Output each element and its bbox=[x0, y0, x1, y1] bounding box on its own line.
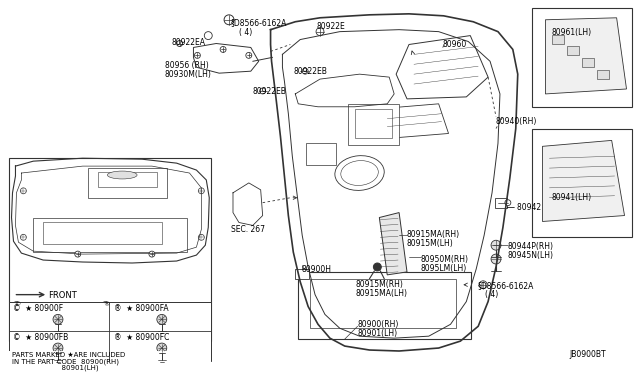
Circle shape bbox=[53, 343, 63, 353]
Text: SEC. 267: SEC. 267 bbox=[231, 225, 265, 234]
Text: 8095LM(LH): 8095LM(LH) bbox=[421, 264, 467, 273]
Bar bbox=[355, 109, 392, 138]
Circle shape bbox=[198, 234, 204, 240]
Bar bbox=[532, 129, 632, 237]
Bar bbox=[8, 351, 211, 368]
Bar bbox=[597, 70, 609, 79]
Text: 80901(LH): 80901(LH) bbox=[358, 329, 397, 338]
Text: FRONT: FRONT bbox=[48, 291, 77, 300]
Text: ― 80942: ― 80942 bbox=[507, 203, 541, 212]
Bar bbox=[495, 198, 507, 208]
Circle shape bbox=[53, 314, 63, 324]
Bar bbox=[33, 218, 186, 252]
Bar bbox=[97, 172, 157, 187]
Text: 80922E: 80922E bbox=[316, 22, 345, 31]
Text: 80941(LH): 80941(LH) bbox=[552, 193, 591, 202]
Text: ©: © bbox=[15, 302, 20, 308]
Bar bbox=[348, 104, 399, 145]
Text: 80915M(RH): 80915M(RH) bbox=[356, 280, 403, 289]
Text: 80945N(LH): 80945N(LH) bbox=[508, 251, 554, 260]
Circle shape bbox=[149, 251, 155, 257]
Bar bbox=[43, 222, 162, 244]
Bar bbox=[582, 58, 594, 67]
Polygon shape bbox=[380, 212, 407, 275]
Circle shape bbox=[177, 41, 182, 46]
Bar bbox=[310, 279, 456, 328]
Text: 80940(RH): 80940(RH) bbox=[496, 117, 538, 126]
Circle shape bbox=[316, 28, 324, 36]
Circle shape bbox=[204, 32, 212, 39]
Text: 80900H: 80900H bbox=[301, 265, 332, 274]
Text: 80922EB: 80922EB bbox=[293, 67, 327, 76]
Circle shape bbox=[373, 263, 381, 271]
Text: 80930M(LH): 80930M(LH) bbox=[164, 70, 212, 79]
Circle shape bbox=[302, 68, 308, 74]
Text: 80956 (RH): 80956 (RH) bbox=[164, 61, 209, 70]
Polygon shape bbox=[543, 140, 625, 221]
Circle shape bbox=[246, 52, 252, 58]
Text: ©  ★ 80900FB: © ★ 80900FB bbox=[13, 333, 68, 342]
Circle shape bbox=[224, 15, 234, 25]
Bar bbox=[8, 158, 211, 341]
Text: 80922EB: 80922EB bbox=[253, 87, 287, 96]
Polygon shape bbox=[396, 36, 488, 99]
Circle shape bbox=[102, 302, 109, 310]
Text: 80900(RH): 80900(RH) bbox=[358, 320, 399, 329]
Text: 80901(LH): 80901(LH) bbox=[12, 365, 98, 371]
Text: 80915MA(RH): 80915MA(RH) bbox=[406, 230, 459, 239]
Text: ®  ★ 80900FA: ® ★ 80900FA bbox=[115, 304, 169, 312]
Text: §D8566-6162A: §D8566-6162A bbox=[477, 281, 534, 290]
Text: ( 4): ( 4) bbox=[485, 290, 499, 299]
Ellipse shape bbox=[335, 155, 384, 190]
Polygon shape bbox=[193, 44, 259, 73]
Ellipse shape bbox=[341, 161, 378, 186]
Circle shape bbox=[195, 52, 200, 58]
Circle shape bbox=[260, 88, 266, 94]
Text: 80915MA(LH): 80915MA(LH) bbox=[356, 289, 408, 298]
Circle shape bbox=[75, 251, 81, 257]
Polygon shape bbox=[380, 104, 449, 138]
Bar bbox=[88, 168, 167, 198]
Text: ®  ★ 80900FC: ® ★ 80900FC bbox=[115, 333, 170, 342]
Circle shape bbox=[13, 302, 20, 310]
Circle shape bbox=[157, 343, 167, 353]
Text: JB0900BT: JB0900BT bbox=[569, 350, 606, 359]
Bar bbox=[567, 46, 579, 55]
Text: 80915M(LH): 80915M(LH) bbox=[406, 239, 452, 248]
Bar bbox=[295, 269, 309, 279]
Text: ( 4): ( 4) bbox=[239, 28, 252, 37]
Text: 80961(LH): 80961(LH) bbox=[552, 28, 591, 37]
Circle shape bbox=[479, 281, 487, 289]
Circle shape bbox=[220, 46, 226, 52]
Polygon shape bbox=[545, 18, 627, 94]
Text: IN THE PART CODE  80900(RH): IN THE PART CODE 80900(RH) bbox=[12, 359, 118, 365]
Circle shape bbox=[198, 188, 204, 194]
Ellipse shape bbox=[108, 171, 137, 179]
Text: ©  ★ 80900F: © ★ 80900F bbox=[13, 304, 63, 312]
Text: 80960: 80960 bbox=[443, 39, 467, 49]
Text: 80950M(RH): 80950M(RH) bbox=[421, 255, 469, 264]
Text: §D8566-6162A: §D8566-6162A bbox=[231, 18, 287, 27]
Circle shape bbox=[491, 254, 501, 264]
Bar bbox=[306, 143, 336, 165]
Bar bbox=[552, 35, 564, 44]
Text: 80922EA: 80922EA bbox=[172, 38, 205, 46]
Text: PARTS MARKED ★ARE INCLUDED: PARTS MARKED ★ARE INCLUDED bbox=[12, 352, 125, 358]
Circle shape bbox=[157, 314, 167, 324]
Bar bbox=[8, 302, 211, 361]
Text: ®: ® bbox=[104, 302, 109, 308]
Circle shape bbox=[505, 200, 511, 206]
Circle shape bbox=[20, 188, 26, 194]
Text: 80944P(RH): 80944P(RH) bbox=[508, 242, 554, 251]
Bar bbox=[298, 272, 471, 339]
Circle shape bbox=[491, 240, 501, 250]
Circle shape bbox=[20, 234, 26, 240]
Bar bbox=[532, 8, 632, 107]
